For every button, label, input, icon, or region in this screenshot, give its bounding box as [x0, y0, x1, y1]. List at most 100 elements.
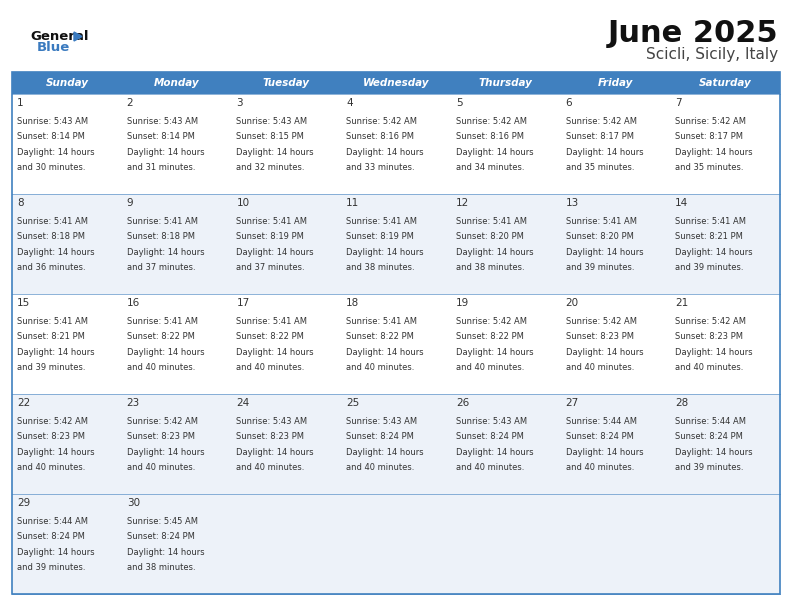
Text: 22: 22 — [17, 398, 30, 408]
Text: Daylight: 14 hours: Daylight: 14 hours — [17, 548, 94, 556]
Text: Daylight: 14 hours: Daylight: 14 hours — [127, 248, 204, 256]
Text: 27: 27 — [565, 398, 579, 408]
Text: 14: 14 — [676, 198, 688, 208]
Text: Daylight: 14 hours: Daylight: 14 hours — [17, 348, 94, 357]
Text: and 40 minutes.: and 40 minutes. — [346, 463, 414, 472]
Text: Sunset: 8:24 PM: Sunset: 8:24 PM — [17, 532, 85, 541]
Text: Sunrise: 5:41 AM: Sunrise: 5:41 AM — [237, 217, 307, 226]
Text: and 35 minutes.: and 35 minutes. — [565, 163, 634, 172]
Text: Daylight: 14 hours: Daylight: 14 hours — [456, 447, 534, 457]
Text: Sunrise: 5:41 AM: Sunrise: 5:41 AM — [565, 217, 637, 226]
Text: and 36 minutes.: and 36 minutes. — [17, 263, 86, 272]
Polygon shape — [74, 32, 82, 41]
Bar — [12, 194, 780, 294]
Text: Daylight: 14 hours: Daylight: 14 hours — [17, 248, 94, 256]
Text: Sunrise: 5:42 AM: Sunrise: 5:42 AM — [17, 417, 88, 425]
Text: and 40 minutes.: and 40 minutes. — [346, 363, 414, 372]
Text: Sunrise: 5:42 AM: Sunrise: 5:42 AM — [127, 417, 198, 425]
Text: Sunrise: 5:42 AM: Sunrise: 5:42 AM — [346, 117, 417, 125]
Text: Wednesday: Wednesday — [363, 78, 429, 88]
Text: and 39 minutes.: and 39 minutes. — [17, 363, 86, 372]
Text: Sunrise: 5:41 AM: Sunrise: 5:41 AM — [346, 217, 417, 226]
Text: Sunset: 8:23 PM: Sunset: 8:23 PM — [127, 432, 195, 441]
Text: Sunrise: 5:43 AM: Sunrise: 5:43 AM — [346, 417, 417, 425]
Text: June 2025: June 2025 — [607, 20, 778, 48]
Text: Sunrise: 5:41 AM: Sunrise: 5:41 AM — [17, 217, 88, 226]
Text: and 40 minutes.: and 40 minutes. — [127, 363, 195, 372]
Bar — [12, 294, 780, 394]
Text: Sunset: 8:14 PM: Sunset: 8:14 PM — [127, 132, 195, 141]
Text: Sunrise: 5:42 AM: Sunrise: 5:42 AM — [676, 316, 746, 326]
Text: Sunrise: 5:43 AM: Sunrise: 5:43 AM — [17, 117, 88, 125]
Text: and 40 minutes.: and 40 minutes. — [676, 363, 744, 372]
Text: Scicli, Sicily, Italy: Scicli, Sicily, Italy — [645, 47, 778, 61]
Text: 2: 2 — [127, 98, 133, 108]
Text: Sunset: 8:18 PM: Sunset: 8:18 PM — [127, 232, 195, 241]
Text: and 30 minutes.: and 30 minutes. — [17, 163, 86, 172]
Text: Sunrise: 5:44 AM: Sunrise: 5:44 AM — [565, 417, 637, 425]
Text: Daylight: 14 hours: Daylight: 14 hours — [346, 147, 424, 157]
Text: Daylight: 14 hours: Daylight: 14 hours — [237, 248, 314, 256]
Text: Sunset: 8:23 PM: Sunset: 8:23 PM — [237, 432, 304, 441]
Text: 26: 26 — [456, 398, 469, 408]
Text: Sunset: 8:16 PM: Sunset: 8:16 PM — [346, 132, 414, 141]
Text: 13: 13 — [565, 198, 579, 208]
Text: 15: 15 — [17, 298, 30, 308]
Text: Daylight: 14 hours: Daylight: 14 hours — [346, 447, 424, 457]
Text: and 37 minutes.: and 37 minutes. — [127, 263, 196, 272]
Text: Sunset: 8:22 PM: Sunset: 8:22 PM — [456, 332, 524, 341]
Text: and 39 minutes.: and 39 minutes. — [17, 563, 86, 572]
Bar — [122, 72, 231, 94]
Text: 6: 6 — [565, 98, 572, 108]
Text: 1: 1 — [17, 98, 24, 108]
Text: Sunset: 8:22 PM: Sunset: 8:22 PM — [346, 332, 414, 341]
Text: Daylight: 14 hours: Daylight: 14 hours — [17, 447, 94, 457]
Bar — [231, 72, 341, 94]
Text: Sunrise: 5:42 AM: Sunrise: 5:42 AM — [456, 117, 527, 125]
Text: Daylight: 14 hours: Daylight: 14 hours — [565, 147, 643, 157]
Text: Sunrise: 5:43 AM: Sunrise: 5:43 AM — [237, 117, 307, 125]
Text: Sunset: 8:24 PM: Sunset: 8:24 PM — [565, 432, 634, 441]
Text: Sunset: 8:19 PM: Sunset: 8:19 PM — [346, 232, 414, 241]
Text: Sunrise: 5:42 AM: Sunrise: 5:42 AM — [565, 316, 637, 326]
Text: 23: 23 — [127, 398, 140, 408]
Text: and 33 minutes.: and 33 minutes. — [346, 163, 415, 172]
Text: and 38 minutes.: and 38 minutes. — [456, 263, 524, 272]
Text: Sunrise: 5:44 AM: Sunrise: 5:44 AM — [676, 417, 746, 425]
Text: Sunset: 8:20 PM: Sunset: 8:20 PM — [456, 232, 524, 241]
Text: Sunset: 8:14 PM: Sunset: 8:14 PM — [17, 132, 85, 141]
Text: Sunset: 8:22 PM: Sunset: 8:22 PM — [127, 332, 195, 341]
Text: and 35 minutes.: and 35 minutes. — [676, 163, 744, 172]
Bar — [12, 72, 122, 94]
Text: and 39 minutes.: and 39 minutes. — [676, 463, 744, 472]
Text: Daylight: 14 hours: Daylight: 14 hours — [456, 147, 534, 157]
Text: and 40 minutes.: and 40 minutes. — [565, 363, 634, 372]
Text: Sunrise: 5:45 AM: Sunrise: 5:45 AM — [127, 517, 198, 526]
Text: Daylight: 14 hours: Daylight: 14 hours — [676, 447, 753, 457]
Text: 12: 12 — [456, 198, 469, 208]
Text: and 40 minutes.: and 40 minutes. — [456, 363, 524, 372]
Text: Daylight: 14 hours: Daylight: 14 hours — [456, 348, 534, 357]
Text: Sunset: 8:23 PM: Sunset: 8:23 PM — [17, 432, 85, 441]
Text: Daylight: 14 hours: Daylight: 14 hours — [676, 248, 753, 256]
Text: and 39 minutes.: and 39 minutes. — [565, 263, 634, 272]
Text: Daylight: 14 hours: Daylight: 14 hours — [237, 147, 314, 157]
Text: Sunset: 8:20 PM: Sunset: 8:20 PM — [565, 232, 634, 241]
Text: Sunset: 8:15 PM: Sunset: 8:15 PM — [237, 132, 304, 141]
Text: Sunrise: 5:41 AM: Sunrise: 5:41 AM — [346, 316, 417, 326]
Text: and 32 minutes.: and 32 minutes. — [237, 163, 305, 172]
Text: Sunrise: 5:43 AM: Sunrise: 5:43 AM — [456, 417, 527, 425]
Text: Sunrise: 5:41 AM: Sunrise: 5:41 AM — [676, 217, 746, 226]
Text: Daylight: 14 hours: Daylight: 14 hours — [127, 548, 204, 556]
Text: and 31 minutes.: and 31 minutes. — [127, 163, 195, 172]
Text: and 40 minutes.: and 40 minutes. — [127, 463, 195, 472]
Text: 10: 10 — [237, 198, 249, 208]
Text: Sunset: 8:24 PM: Sunset: 8:24 PM — [346, 432, 414, 441]
Text: Sunset: 8:24 PM: Sunset: 8:24 PM — [456, 432, 524, 441]
Text: Sunrise: 5:43 AM: Sunrise: 5:43 AM — [127, 117, 198, 125]
Text: 19: 19 — [456, 298, 469, 308]
Text: Friday: Friday — [598, 78, 633, 88]
Text: Daylight: 14 hours: Daylight: 14 hours — [565, 447, 643, 457]
Text: Daylight: 14 hours: Daylight: 14 hours — [127, 147, 204, 157]
Text: Sunrise: 5:43 AM: Sunrise: 5:43 AM — [237, 417, 307, 425]
